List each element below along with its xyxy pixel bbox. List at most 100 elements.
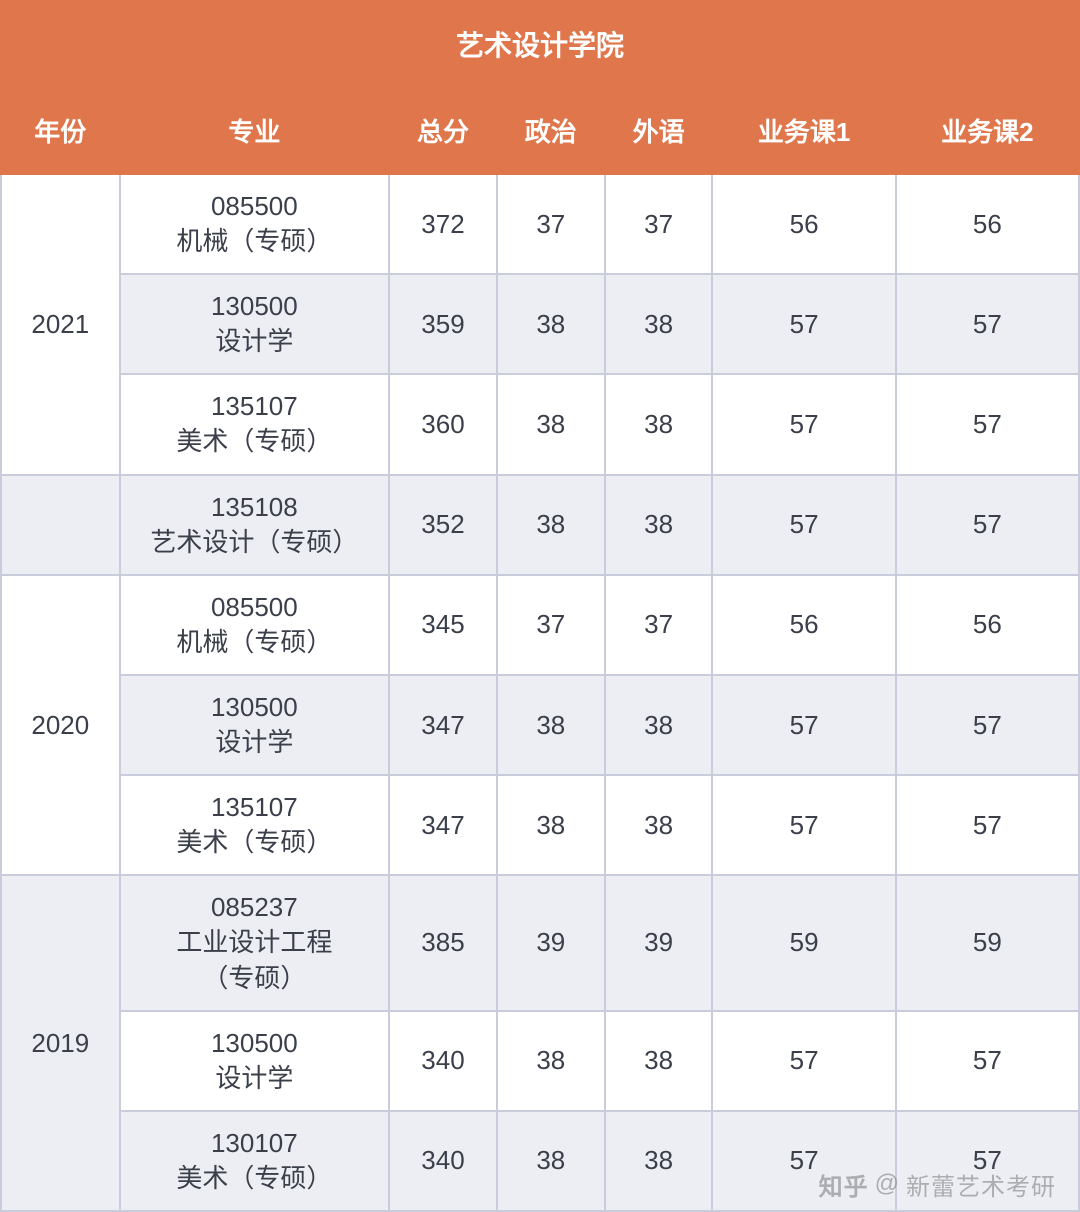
total-cell: 359 [389,274,497,374]
foreign-cell: 38 [605,475,713,575]
major-name: 美术（专硕） [125,1161,385,1196]
course1-cell: 57 [712,1111,895,1211]
major-cell: 130500设计学 [120,1011,390,1111]
course2-cell: 57 [896,274,1079,374]
major-code: 135107 [125,389,385,424]
politics-cell: 38 [497,1111,605,1211]
foreign-cell: 37 [605,174,713,274]
table-title-row: 艺术设计学院 [1,1,1079,87]
politics-cell: 38 [497,475,605,575]
politics-cell: 39 [497,875,605,1010]
major-cell: 135107美术（专硕） [120,374,390,474]
total-cell: 360 [389,374,497,474]
major-code: 135107 [125,790,385,825]
course2-cell: 57 [896,775,1079,875]
year-cell: 2019 [1,875,120,1211]
major-name: 机械（专硕） [125,625,385,660]
col-header: 外语 [605,87,713,174]
course1-cell: 59 [712,875,895,1010]
major-name: 机械（专硕） [125,224,385,259]
major-name: 美术（专硕） [125,424,385,459]
foreign-cell: 39 [605,875,713,1010]
year-cell: 2020 [1,575,120,876]
table-title: 艺术设计学院 [1,1,1079,87]
major-cell: 135108艺术设计（专硕） [120,475,390,575]
table-header-row: 年份专业总分政治外语业务课1业务课2 [1,87,1079,174]
major-name: 艺术设计（专硕） [125,525,385,560]
major-code: 130107 [125,1126,385,1161]
scores-table: 艺术设计学院 年份专业总分政治外语业务课1业务课2 2021085500机械（专… [0,0,1080,1212]
col-header: 总分 [389,87,497,174]
total-cell: 340 [389,1111,497,1211]
course2-cell: 57 [896,675,1079,775]
major-code: 135108 [125,490,385,525]
course1-cell: 57 [712,1011,895,1111]
foreign-cell: 38 [605,374,713,474]
major-cell: 085237工业设计工程 （专硕） [120,875,390,1010]
course2-cell: 57 [896,1111,1079,1211]
course1-cell: 57 [712,374,895,474]
table-row: 2020085500机械（专硕）34537375656 [1,575,1079,675]
major-code: 130500 [125,1026,385,1061]
col-header: 专业 [120,87,390,174]
total-cell: 345 [389,575,497,675]
major-code: 085500 [125,590,385,625]
major-name: 设计学 [125,324,385,359]
politics-cell: 38 [497,374,605,474]
table-row: 130107美术（专硕）34038385757 [1,1111,1079,1211]
major-code: 085500 [125,189,385,224]
foreign-cell: 38 [605,1111,713,1211]
total-cell: 352 [389,475,497,575]
course2-cell: 59 [896,875,1079,1010]
foreign-cell: 38 [605,675,713,775]
major-cell: 130500设计学 [120,675,390,775]
course1-cell: 56 [712,575,895,675]
major-name: 美术（专硕） [125,825,385,860]
col-header: 年份 [1,87,120,174]
course2-cell: 57 [896,374,1079,474]
course1-cell: 56 [712,174,895,274]
foreign-cell: 38 [605,274,713,374]
politics-cell: 38 [497,775,605,875]
course1-cell: 57 [712,274,895,374]
table-body: 2021085500机械（专硕）37237375656130500设计学3593… [1,174,1079,1211]
politics-cell: 38 [497,1011,605,1111]
total-cell: 385 [389,875,497,1010]
col-header: 业务课1 [712,87,895,174]
politics-cell: 37 [497,575,605,675]
major-code: 130500 [125,690,385,725]
politics-cell: 37 [497,174,605,274]
year-cell [1,475,120,575]
course1-cell: 57 [712,775,895,875]
col-header: 业务课2 [896,87,1079,174]
major-cell: 085500机械（专硕） [120,575,390,675]
foreign-cell: 38 [605,775,713,875]
major-code: 085237 [125,890,385,925]
table-row: 135107美术（专硕）36038385757 [1,374,1079,474]
course2-cell: 56 [896,575,1079,675]
course2-cell: 57 [896,475,1079,575]
table-row: 135108艺术设计（专硕）35238385757 [1,475,1079,575]
total-cell: 340 [389,1011,497,1111]
course2-cell: 56 [896,174,1079,274]
total-cell: 347 [389,675,497,775]
year-cell: 2021 [1,174,120,475]
course1-cell: 57 [712,675,895,775]
major-code: 130500 [125,289,385,324]
table-row: 2019085237工业设计工程 （专硕）38539395959 [1,875,1079,1010]
politics-cell: 38 [497,274,605,374]
foreign-cell: 38 [605,1011,713,1111]
major-cell: 085500机械（专硕） [120,174,390,274]
foreign-cell: 37 [605,575,713,675]
major-name: 设计学 [125,725,385,760]
total-cell: 347 [389,775,497,875]
course2-cell: 57 [896,1011,1079,1111]
col-header: 政治 [497,87,605,174]
major-cell: 130107美术（专硕） [120,1111,390,1211]
table-row: 135107美术（专硕）34738385757 [1,775,1079,875]
major-name: 工业设计工程 （专硕） [125,925,385,995]
politics-cell: 38 [497,675,605,775]
course1-cell: 57 [712,475,895,575]
major-name: 设计学 [125,1061,385,1096]
table-row: 130500设计学34038385757 [1,1011,1079,1111]
